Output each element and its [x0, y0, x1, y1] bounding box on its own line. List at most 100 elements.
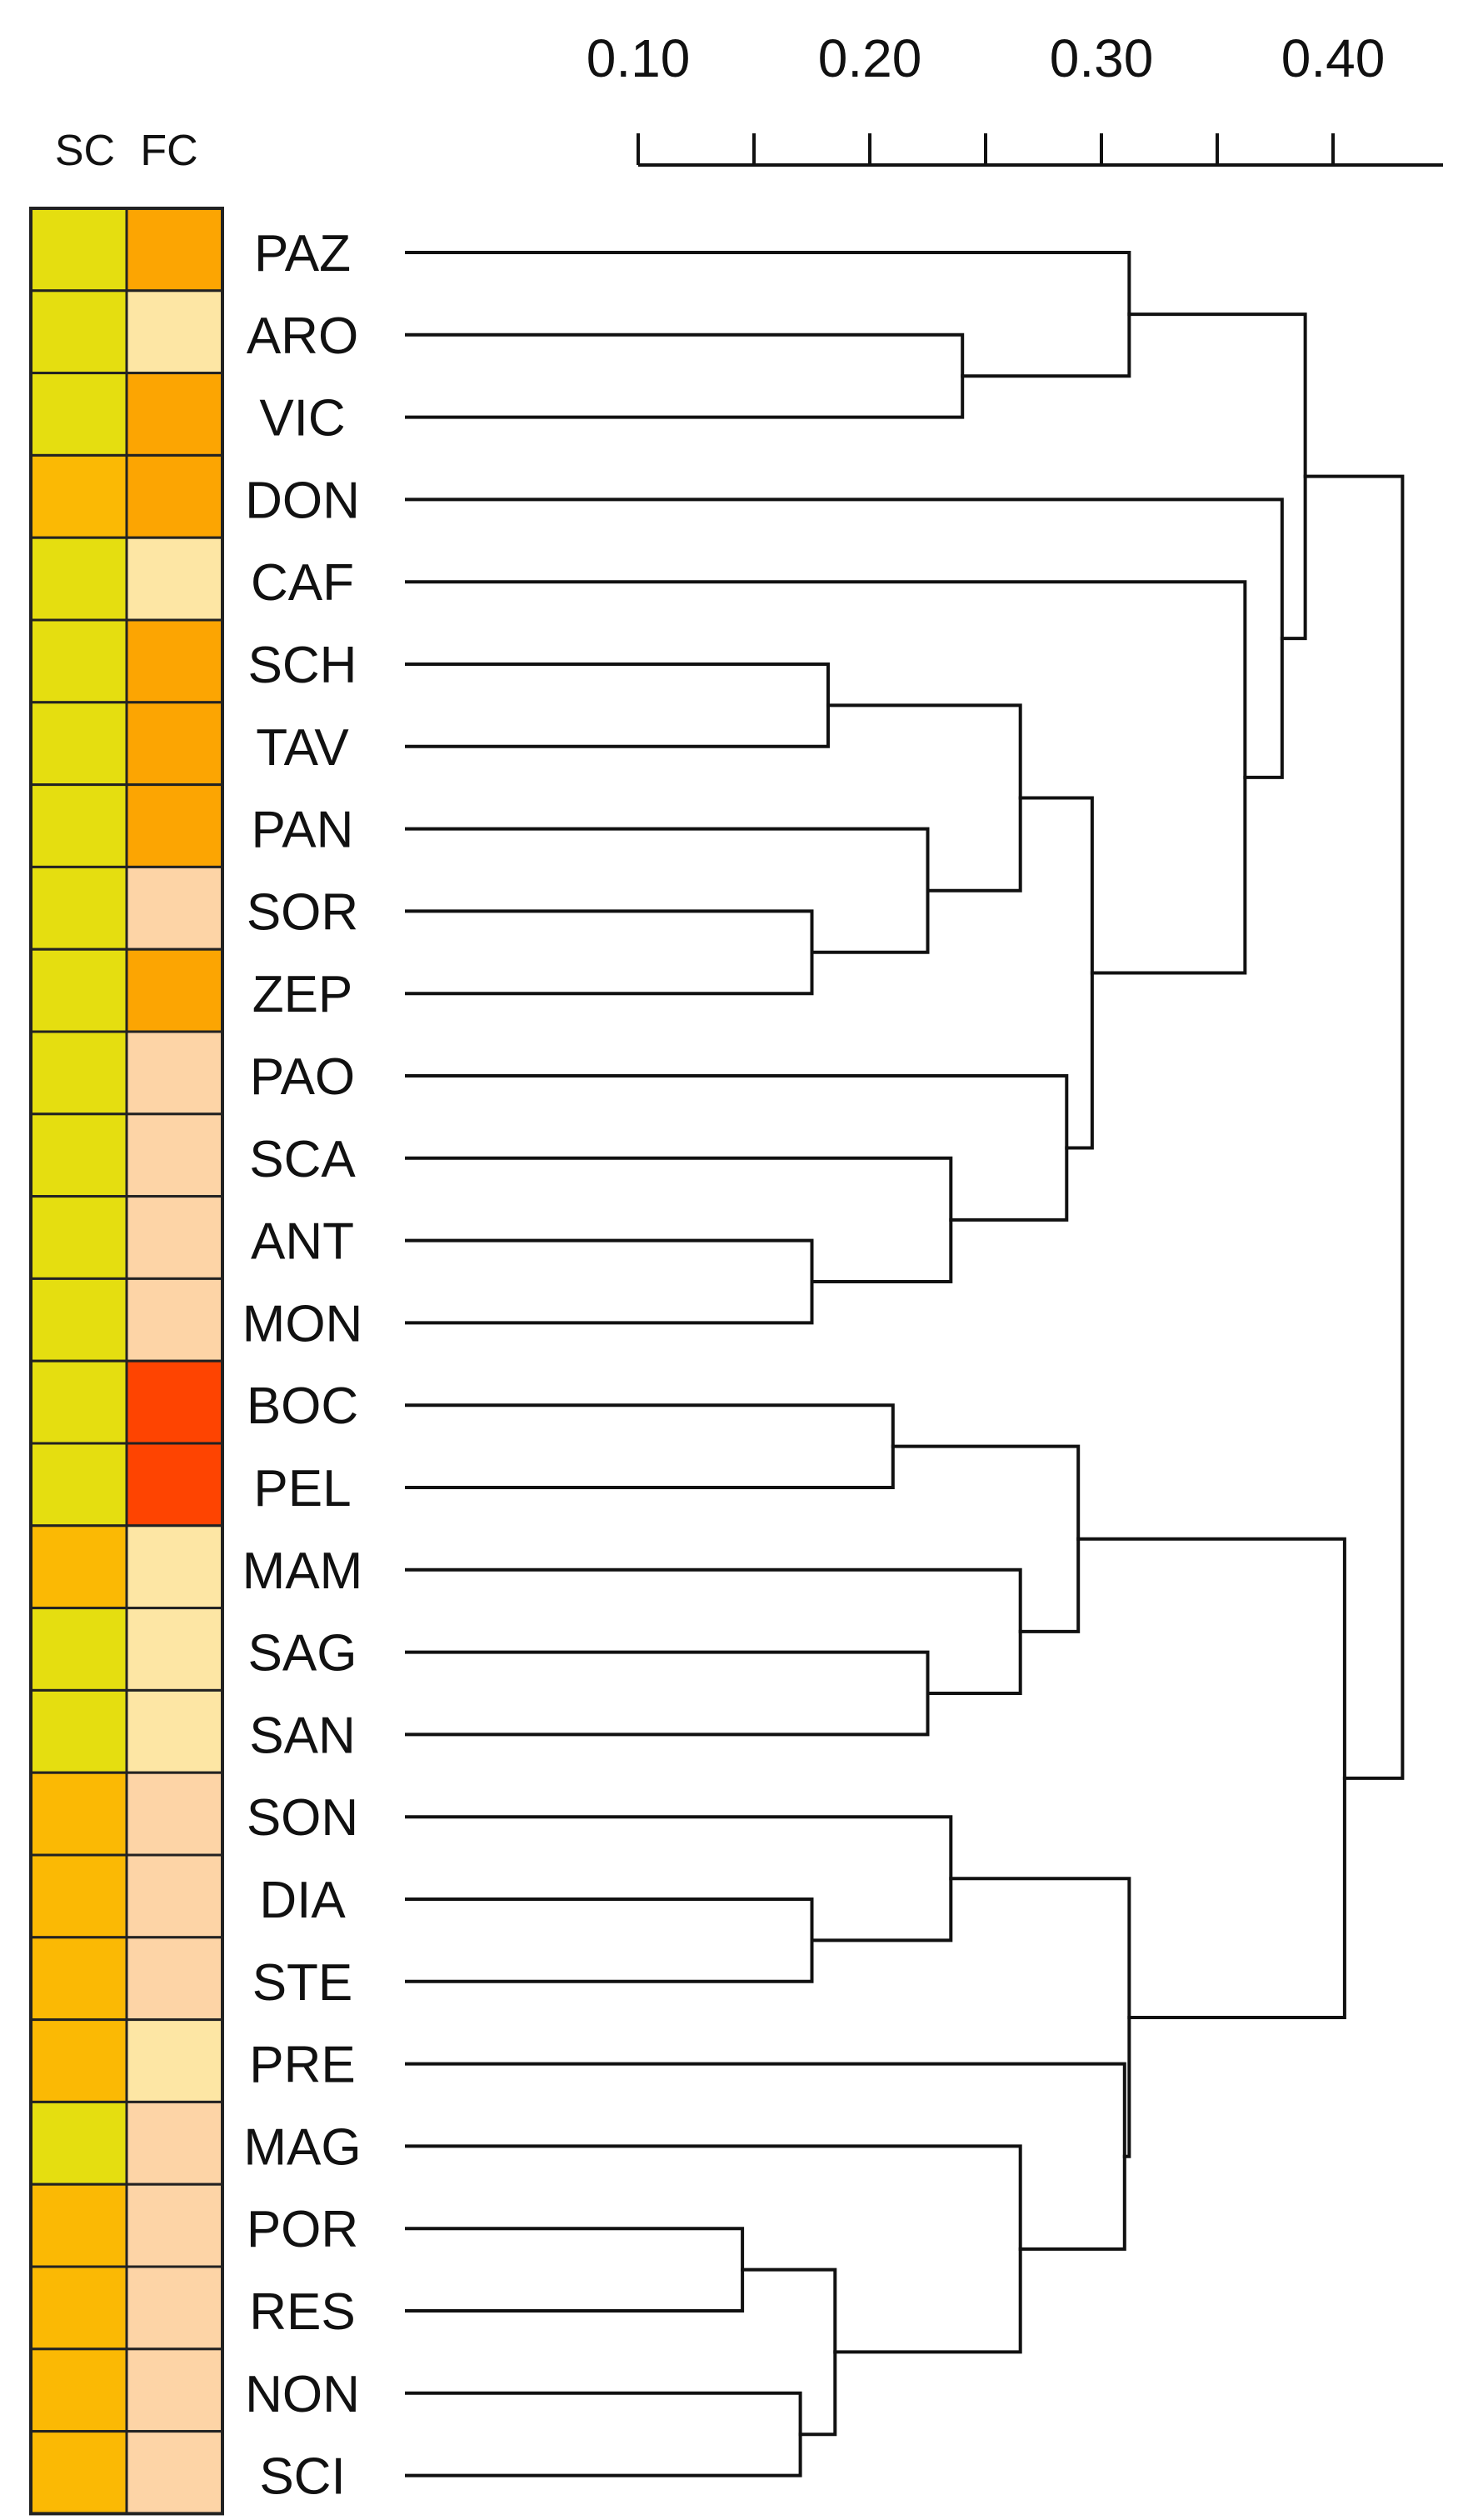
heatmap-cell-fc-pre	[125, 2018, 224, 2103]
axis-tick-label: 0.20	[818, 28, 922, 88]
heatmap-cell-sc-zep	[29, 948, 128, 1033]
dendrogram-link-paz-aro-vic	[405, 251, 1131, 378]
heatmap-cell-sc-mam	[29, 1524, 128, 1610]
heatmap-cell-sc-sag	[29, 1607, 128, 1692]
leaf-label-tav: TAV	[256, 719, 349, 777]
leaf-label-mam: MAM	[242, 1542, 363, 1600]
heatmap-cell-fc-vic	[125, 372, 224, 457]
dendrogram-link-son-ste-pre-sci	[949, 1877, 1131, 2158]
dendrogram-link-por-res	[405, 2227, 745, 2312]
dendrogram-link-por-res-non-sci	[741, 2268, 837, 2437]
heatmap-cell-fc-sci	[125, 2430, 224, 2515]
heatmap-cell-sc-boc	[29, 1359, 128, 1445]
axis-tick-label: 0.10	[587, 28, 691, 88]
dendrogram-link-boc-pel	[405, 1403, 895, 1489]
heatmap-cell-fc-san	[125, 1688, 224, 1774]
dendrogram-link-ant-mon	[405, 1238, 814, 1325]
leaf-label-pan: PAN	[252, 802, 354, 859]
leaf-label-zep: ZEP	[252, 966, 353, 1023]
leaf-label-mon: MON	[242, 1295, 363, 1352]
column-header-fc: FC	[140, 127, 197, 175]
dendrogram-link-non-sci	[405, 2391, 802, 2478]
dendrogram-link-sag-san	[405, 1650, 930, 1737]
heatmap-cell-sc-san	[29, 1688, 128, 1774]
heatmap-cell-fc-sca	[125, 1112, 224, 1198]
leaf-label-vic: VIC	[259, 390, 345, 448]
heatmap-cell-fc-pel	[125, 1442, 224, 1528]
dendrogram-link-aro-vic	[405, 332, 965, 419]
dendrogram-link-pan-sor-zep	[405, 827, 930, 954]
heatmap-cell-fc-non	[125, 2348, 224, 2433]
leaf-label-sca: SCA	[249, 1131, 356, 1188]
heatmap-cell-sc-res	[29, 2265, 128, 2351]
dendrogram-tree	[405, 251, 1405, 2478]
leaf-label-res: RES	[249, 2283, 355, 2341]
heatmap-cell-fc-sch	[125, 618, 224, 704]
axis-tick-label: 0.40	[1281, 28, 1386, 88]
dendrogram-link-sch-zep-pao-mon	[1018, 796, 1094, 1150]
heatmap-cell-sc-sch	[29, 618, 128, 704]
leaf-label-don: DON	[245, 472, 360, 529]
heatmap-cell-sc-tav	[29, 701, 128, 787]
dendrogram-link-dia-ste	[405, 1898, 814, 1983]
heatmap-cell-fc-aro	[125, 289, 224, 375]
leaf-label-paz: PAZ	[254, 225, 351, 282]
dendrogram-link-don-caf-mon	[405, 498, 1284, 779]
heatmap-cell-sc-por	[29, 2182, 128, 2268]
heatmap-cell-fc-mag	[125, 2100, 224, 2186]
heatmap-cell-fc-paz	[125, 207, 224, 292]
leaf-label-san: SAN	[249, 1707, 355, 1764]
leaf-label-non: NON	[245, 2366, 360, 2423]
heatmap-cell-fc-don	[125, 453, 224, 539]
heatmap-cell-fc-son	[125, 1771, 224, 1857]
leaf-label-pre: PRE	[249, 2037, 355, 2094]
dendrogram-link-sca-ant-mon	[405, 1156, 953, 1283]
heatmap-cell-fc-mon	[125, 1277, 224, 1362]
dendrogram-link-paz-mon-boc-sci	[1303, 474, 1405, 1780]
dendrogram-link-pao-sca-ant-mon	[405, 1074, 1069, 1222]
heatmap-cell-sc-non	[29, 2348, 128, 2433]
leaf-label-ant: ANT	[251, 1213, 354, 1271]
leaf-label-son: SON	[247, 1789, 358, 1847]
heatmap-cell-sc-caf	[29, 536, 128, 622]
heatmap-cell-sc-mon	[29, 1277, 128, 1362]
column-header-sc: SC	[55, 127, 115, 175]
axis-tick-label: 0.30	[1050, 28, 1154, 88]
dendrogram-link-mag-por-res-non-sci	[405, 2144, 1022, 2354]
heatmap-cell-fc-pao	[125, 1030, 224, 1116]
heatmap-cell-fc-sag	[125, 1607, 224, 1692]
dendrogram-link-sch-tav-pan-sor-zep	[826, 703, 1022, 892]
heatmap-cell-sc-sor	[29, 865, 128, 951]
dendrogram-link-boc-san-son-sci	[1076, 1537, 1346, 2020]
heatmap-cell-fc-ant	[125, 1195, 224, 1280]
heatmap-cell-sc-sca	[29, 1112, 128, 1198]
heatmap-cell-sc-dia	[29, 1853, 128, 1939]
heatmap-cell-fc-pan	[125, 783, 224, 868]
leaf-label-boc: BOC	[247, 1378, 358, 1435]
leaf-label-caf: CAF	[251, 554, 354, 612]
heatmap-cell-sc-pre	[29, 2018, 128, 2103]
heatmap-cell-sc-don	[29, 453, 128, 539]
dendrogram-link-boc-pel-mam-sag-san	[891, 1444, 1081, 1633]
heatmap-cell-fc-zep	[125, 948, 224, 1033]
heatmap-cell-fc-ste	[125, 1936, 224, 2022]
heatmap-cell-fc-tav	[125, 701, 224, 787]
dendrogram-link-paz-vic-don-mon	[1127, 312, 1307, 641]
leaf-label-aro: ARO	[247, 308, 358, 365]
leaf-label-sci: SCI	[259, 2448, 345, 2506]
leaf-label-sag: SAG	[248, 1625, 357, 1682]
heatmap-cell-sc-pao	[29, 1030, 128, 1116]
heatmap-cell-fc-caf	[125, 536, 224, 622]
leaf-label-sor: SOR	[247, 883, 358, 941]
leaf-labels: PAZ ARO VIC DON CAF SCH TAV PAN SOR ZEP PAO SCA ANT M…	[242, 225, 363, 2506]
heatmap-cell-fc-mam	[125, 1524, 224, 1610]
heatmap-cell-fc-por	[125, 2182, 224, 2268]
annotation-heatmap	[29, 207, 224, 2516]
leaf-label-pel: PEL	[253, 1460, 351, 1518]
heatmap-cell-fc-res	[125, 2265, 224, 2351]
heatmap-frame	[29, 207, 224, 2516]
leaf-label-por: POR	[247, 2201, 358, 2258]
heatmap-cell-sc-mag	[29, 2100, 128, 2186]
heatmap-cell-sc-son	[29, 1771, 128, 1857]
